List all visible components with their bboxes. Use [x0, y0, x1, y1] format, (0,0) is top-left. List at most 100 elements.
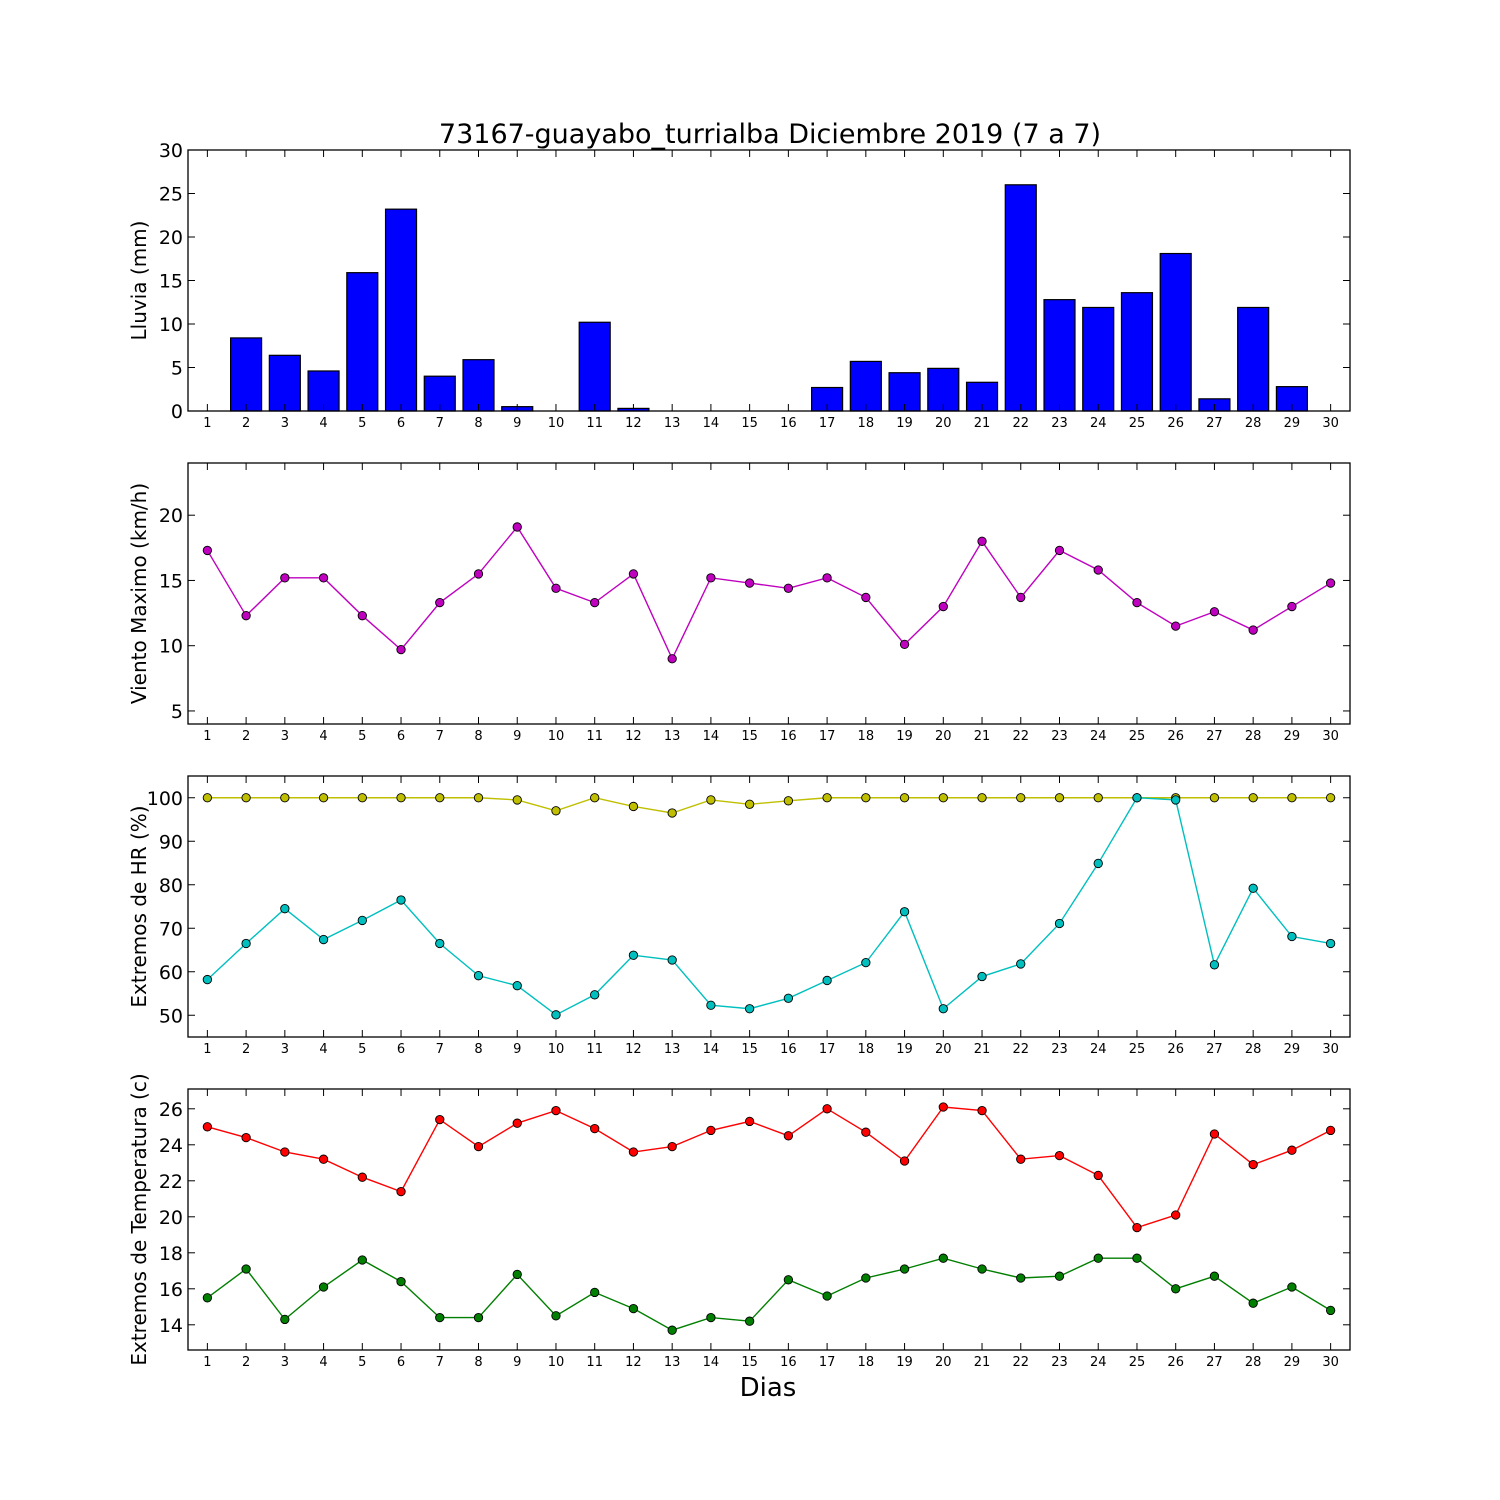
- x-tick-label: 13: [664, 729, 681, 744]
- point-s2-day-19: [899, 1264, 910, 1274]
- point-s1-day-12: [628, 1147, 639, 1157]
- point-s1-day-18: [861, 793, 871, 803]
- point-s2-day-17: [822, 975, 832, 986]
- point-s2-day-6: [396, 1276, 406, 1287]
- point-s1-day-21: [977, 536, 987, 546]
- x-tick-label: 6: [397, 1042, 405, 1057]
- point-s1-day-22: [1016, 793, 1026, 803]
- point-s1-day-17: [822, 1104, 832, 1114]
- x-tick-label: 18: [858, 416, 875, 431]
- point-s2-day-13: [667, 955, 677, 965]
- y-tick-label: 20: [159, 505, 183, 527]
- x-tick-label: 10: [548, 729, 565, 744]
- point-s2-day-10: [551, 1311, 561, 1321]
- point-s1-day-12: [628, 569, 639, 579]
- point-s1-day-23: [1054, 545, 1065, 556]
- y-tick-label: 5: [171, 701, 183, 723]
- x-tick-label: 10: [548, 1042, 565, 1057]
- plot-frame: [187, 775, 1351, 1038]
- y-axis-label: Viento Maximo (km/h): [127, 483, 151, 704]
- y-tick-label: 20: [159, 1207, 183, 1229]
- point-s1-day-2: [241, 611, 251, 621]
- x-tick-label: 12: [625, 416, 642, 431]
- bar-day-25: [1120, 292, 1154, 412]
- point-s1-day-24: [1093, 793, 1103, 803]
- point-s1-day-6: [396, 1186, 406, 1197]
- x-tick-label: 8: [474, 1355, 482, 1370]
- point-s1-day-25: [1132, 1222, 1142, 1233]
- x-tick-label: 9: [513, 1042, 521, 1057]
- point-s1-day-28: [1248, 1159, 1258, 1170]
- point-s1-day-4: [318, 1154, 329, 1164]
- point-s2-day-24: [1093, 1253, 1103, 1263]
- x-tick-label: 8: [474, 1042, 482, 1057]
- point-s2-day-26: [1171, 1284, 1181, 1294]
- point-s2-day-3: [280, 904, 290, 914]
- point-s1-day-11: [590, 597, 600, 608]
- point-s2-day-15: [744, 1316, 755, 1326]
- x-tick-label: 7: [436, 729, 444, 744]
- x-tick-label: 18: [858, 1042, 875, 1057]
- point-s2-day-13: [667, 1325, 677, 1335]
- x-tick-label: 7: [436, 416, 444, 431]
- point-s1-day-28: [1248, 793, 1258, 803]
- x-tick-label: 15: [741, 1042, 758, 1057]
- x-tick-label: 17: [819, 1042, 836, 1057]
- point-s2-day-10: [551, 1010, 561, 1020]
- point-s1-day-3: [280, 1147, 290, 1157]
- point-s1-day-1: [202, 1122, 213, 1132]
- x-tick-label: 29: [1284, 1355, 1301, 1370]
- bar-day-28: [1237, 306, 1270, 412]
- x-tick-label: 14: [703, 1042, 720, 1057]
- x-tick-label: 9: [513, 729, 521, 744]
- x-tick-label: 12: [625, 1355, 642, 1370]
- y-tick-label: 70: [159, 918, 183, 940]
- point-s1-day-3: [280, 573, 290, 583]
- point-s1-day-8: [473, 1141, 484, 1152]
- x-tick-label: 1: [203, 729, 211, 744]
- point-s1-day-17: [822, 573, 832, 583]
- x-tick-label: 7: [436, 1355, 444, 1370]
- point-s1-day-30: [1325, 1125, 1336, 1136]
- x-tick-label: 28: [1245, 1355, 1262, 1370]
- x-tick-label: 13: [664, 416, 681, 431]
- point-s1-day-8: [473, 569, 484, 579]
- x-tick-label: 8: [474, 729, 482, 744]
- point-s1-day-18: [861, 592, 871, 603]
- x-tick-label: 11: [586, 416, 603, 431]
- point-s2-day-7: [435, 938, 445, 949]
- bar-day-18: [849, 360, 882, 412]
- point-s2-day-1: [202, 974, 213, 985]
- point-s2-day-4: [318, 1282, 329, 1292]
- y-tick-label: 90: [159, 831, 183, 853]
- point-s1-day-7: [435, 597, 445, 608]
- point-s1-day-24: [1093, 565, 1103, 575]
- series-line-1: [207, 797, 1331, 814]
- x-tick-label: 6: [397, 729, 405, 744]
- x-axis-label: Dias: [740, 1373, 797, 1403]
- point-s1-day-9: [512, 1118, 522, 1128]
- point-s2-day-18: [861, 957, 871, 968]
- point-s2-day-9: [512, 1269, 522, 1280]
- point-s2-day-4: [318, 934, 329, 945]
- point-s1-day-14: [706, 795, 716, 805]
- y-tick-label: 5: [171, 358, 183, 380]
- y-axis-label: Extremos de HR (%): [127, 805, 151, 1007]
- x-tick-label: 17: [819, 1355, 836, 1370]
- x-tick-label: 24: [1090, 1042, 1107, 1057]
- bar-day-20: [927, 367, 960, 412]
- point-s1-day-28: [1248, 625, 1258, 635]
- point-s2-day-23: [1054, 918, 1065, 929]
- point-s1-day-20: [938, 601, 948, 612]
- point-s1-day-5: [357, 793, 367, 803]
- point-s2-day-2: [241, 1264, 251, 1274]
- point-s1-day-27: [1209, 793, 1220, 803]
- x-tick-label: 7: [436, 1042, 444, 1057]
- point-s2-day-5: [357, 1255, 367, 1265]
- point-s1-day-6: [396, 793, 406, 803]
- x-tick-label: 17: [819, 416, 836, 431]
- point-s1-day-6: [396, 644, 406, 655]
- point-s2-day-11: [590, 990, 600, 1000]
- x-tick-label: 20: [935, 729, 952, 744]
